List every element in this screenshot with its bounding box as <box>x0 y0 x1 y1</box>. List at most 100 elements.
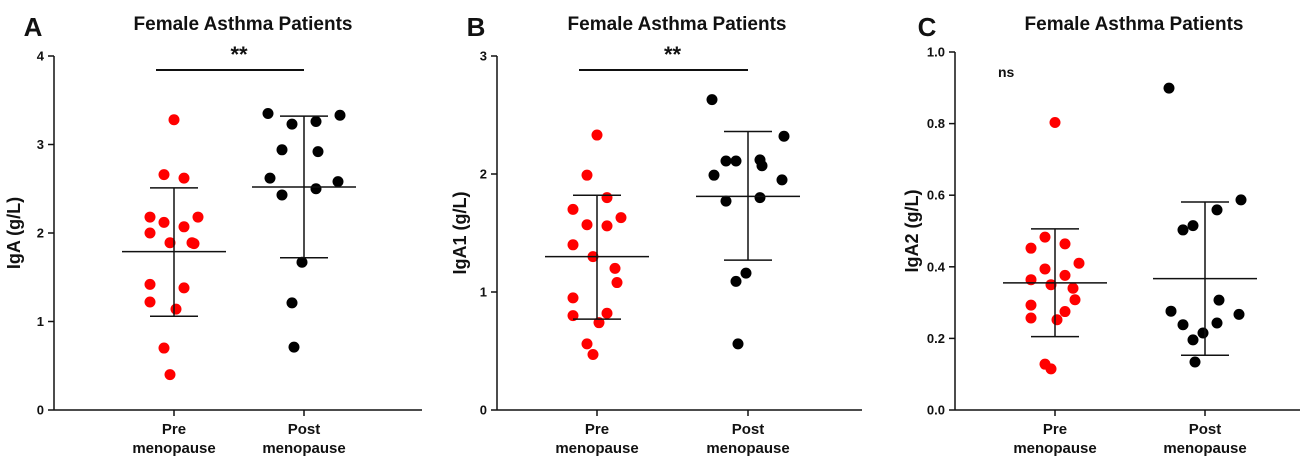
data-point <box>310 183 322 195</box>
data-point <box>1067 282 1079 294</box>
data-point <box>567 292 579 304</box>
y-tick-label: 3 <box>480 49 487 64</box>
data-point <box>720 195 732 207</box>
y-tick-label: 4 <box>37 49 45 64</box>
data-point <box>1197 327 1209 339</box>
data-point <box>708 169 720 181</box>
y-tick-label: 0.4 <box>927 259 946 274</box>
data-point <box>706 94 718 106</box>
data-point <box>144 211 156 223</box>
y-axis-label: IgA2 (g/L) <box>902 190 922 273</box>
significance-label: ** <box>230 42 248 67</box>
chart-title: Female Asthma Patients <box>1025 14 1244 35</box>
data-point <box>732 338 744 350</box>
data-point <box>168 114 180 126</box>
data-point <box>1039 231 1051 243</box>
data-point <box>296 256 308 268</box>
y-tick-label: 0.8 <box>927 116 945 131</box>
data-point <box>310 115 322 127</box>
y-tick-label: 2 <box>480 167 487 182</box>
data-point <box>1059 306 1071 318</box>
data-point <box>1235 194 1247 206</box>
data-point <box>754 192 766 204</box>
data-point <box>1189 356 1201 368</box>
data-point <box>286 118 298 130</box>
data-point <box>581 338 593 350</box>
data-point <box>730 275 742 287</box>
data-point <box>730 155 742 167</box>
x-category-label: menopause <box>1163 440 1246 457</box>
data-point <box>170 303 182 315</box>
data-point <box>1025 312 1037 324</box>
significance-label: ns <box>998 64 1015 80</box>
y-tick-label: 0 <box>480 403 487 418</box>
data-point <box>158 216 170 228</box>
data-point <box>1039 263 1051 275</box>
data-point <box>276 189 288 201</box>
data-point <box>276 144 288 156</box>
data-point <box>1025 299 1037 311</box>
x-category-label: Post <box>1189 421 1222 438</box>
data-point <box>1025 242 1037 254</box>
x-category-label: menopause <box>262 440 345 457</box>
x-category-label: Pre <box>1043 421 1067 438</box>
data-point <box>581 219 593 231</box>
data-point <box>1187 220 1199 232</box>
data-point <box>1045 363 1057 375</box>
y-tick-label: 1 <box>480 285 487 300</box>
data-point <box>1165 305 1177 317</box>
data-point <box>158 169 170 181</box>
data-point <box>288 341 300 353</box>
panel-letter: A <box>24 12 43 42</box>
data-point <box>1059 269 1071 281</box>
data-point <box>1177 224 1189 236</box>
data-point <box>1213 294 1225 306</box>
x-category-label: Pre <box>162 421 186 438</box>
data-point <box>601 220 613 232</box>
data-point <box>567 239 579 251</box>
data-point <box>144 278 156 290</box>
data-point <box>1051 314 1063 326</box>
data-point <box>581 169 593 181</box>
y-tick-label: 0.0 <box>927 403 945 418</box>
data-point <box>615 212 627 224</box>
data-point <box>1233 308 1245 320</box>
data-point <box>591 129 603 141</box>
data-point <box>1059 238 1071 250</box>
data-point <box>609 262 621 274</box>
y-axis-label: IgA (g/L) <box>4 197 24 269</box>
data-point <box>756 160 768 172</box>
data-point <box>188 238 200 250</box>
data-point <box>178 221 190 233</box>
x-category-label: menopause <box>706 440 789 457</box>
data-point <box>1163 82 1175 94</box>
data-point <box>1069 294 1081 306</box>
y-tick-label: 0 <box>37 403 44 418</box>
data-point <box>601 192 613 204</box>
data-point <box>611 277 623 289</box>
data-point <box>144 227 156 239</box>
data-point <box>593 317 605 329</box>
y-tick-label: 1 <box>37 314 44 329</box>
data-point <box>164 369 176 381</box>
data-point <box>720 155 732 167</box>
y-tick-label: 3 <box>37 137 44 152</box>
data-point <box>332 176 344 188</box>
data-point <box>264 172 276 184</box>
data-point <box>1187 334 1199 346</box>
data-point <box>192 211 204 223</box>
data-point <box>1045 279 1057 291</box>
x-category-label: Post <box>288 421 321 438</box>
x-category-label: menopause <box>555 440 638 457</box>
data-point <box>178 282 190 294</box>
data-point <box>1073 257 1085 269</box>
panel-letter: B <box>467 12 486 42</box>
panel-letter: C <box>918 12 937 42</box>
y-tick-label: 0.2 <box>927 331 945 346</box>
x-category-label: Post <box>732 421 765 438</box>
data-point <box>778 130 790 142</box>
data-point <box>776 174 788 186</box>
x-category-label: menopause <box>132 440 215 457</box>
